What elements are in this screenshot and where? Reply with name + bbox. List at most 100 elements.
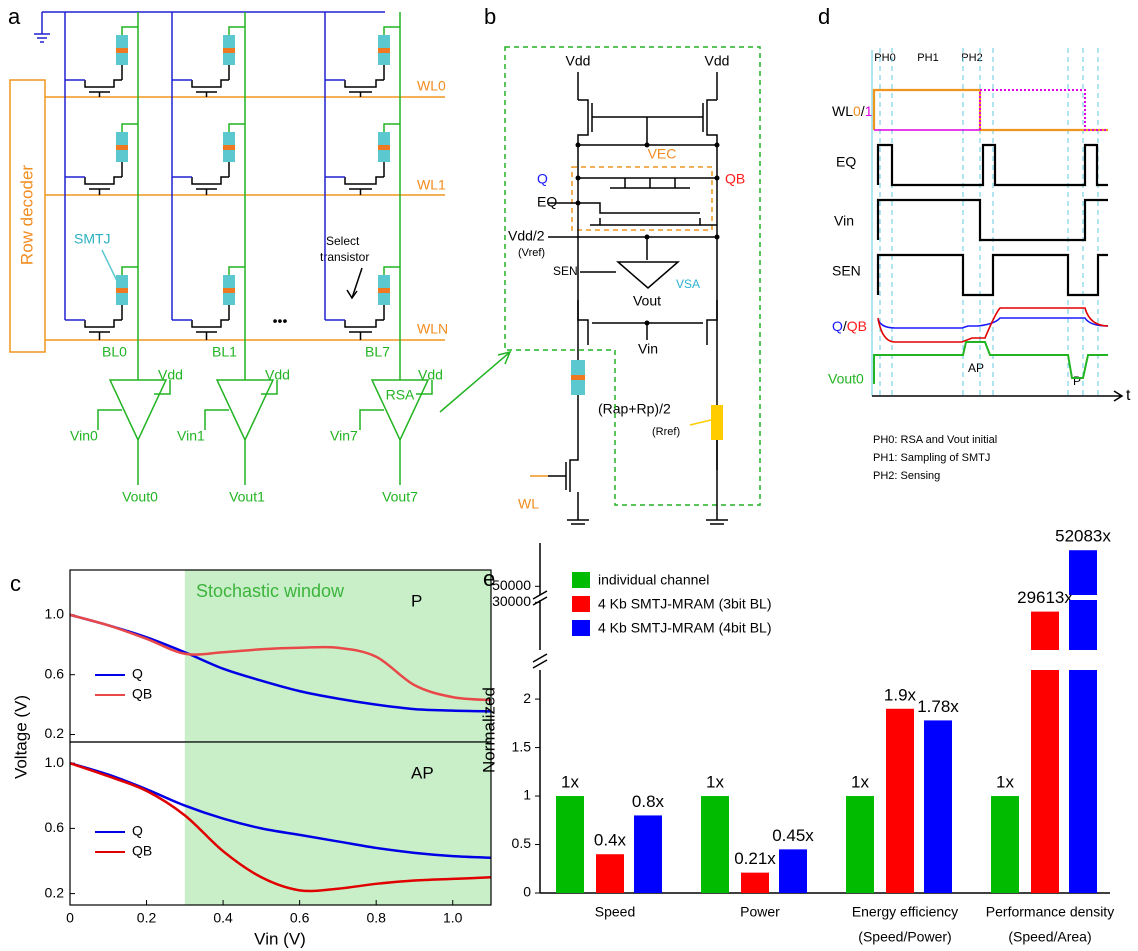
eq-line — [548, 202, 717, 226]
x-tick-label: 1.0 — [443, 910, 463, 926]
axis-break — [532, 653, 548, 669]
vsa — [615, 261, 681, 289]
y-tick-label: 2 — [523, 690, 531, 706]
transistor — [344, 65, 385, 88]
smtj-layer — [378, 145, 390, 150]
wl-label: WL1 — [417, 177, 446, 193]
time-label: t — [1126, 387, 1131, 404]
wire — [567, 345, 589, 525]
legend-label: 4 Kb SMTJ-MRAM (3bit BL) — [598, 596, 771, 612]
waveform — [877, 307, 1109, 343]
vin-label: Vin7 — [330, 428, 358, 444]
y-tick-label: 1 — [523, 787, 531, 803]
bar — [1069, 670, 1097, 893]
phase-label: PH2 — [961, 52, 982, 64]
x-tick-label: 0.4 — [213, 910, 233, 926]
wire — [121, 266, 138, 275]
node — [714, 175, 720, 181]
state-label: AP — [411, 763, 434, 782]
legend-label: Q — [132, 823, 143, 839]
arrow — [439, 350, 512, 413]
stochastic-window — [184, 742, 491, 905]
vin-label: Vin1 — [177, 428, 205, 444]
y-tick-label: 1.0 — [45, 606, 65, 622]
row-decoder-label: Row decoder — [17, 165, 36, 266]
wire — [121, 26, 138, 35]
sense-amp — [108, 379, 168, 442]
legend-label: QB — [132, 686, 152, 702]
value-label: 0.4x — [594, 831, 627, 850]
label-part: Q — [832, 318, 843, 334]
signal-label: Vin — [834, 213, 854, 229]
y-tick-label: 0.6 — [45, 665, 65, 681]
transistor — [84, 65, 123, 88]
gate — [196, 91, 217, 97]
legend-swatch — [572, 620, 590, 636]
select-label: Select — [326, 234, 360, 248]
smtj-layer — [116, 48, 128, 53]
smtj-layer — [378, 288, 390, 293]
y-tick-label: 1.5 — [512, 738, 532, 754]
waveform — [873, 341, 1108, 384]
legend-swatch — [572, 596, 590, 612]
wire — [228, 123, 245, 132]
vdd-label: Vdd — [566, 53, 591, 69]
plot-frame — [69, 741, 492, 906]
pointer — [689, 419, 712, 426]
value-label: 0.8x — [632, 792, 665, 811]
wire — [97, 409, 122, 430]
vdd-label: Vdd — [705, 53, 730, 69]
x-tick-note: (Speed/Area) — [1008, 929, 1091, 945]
bar — [1069, 600, 1097, 650]
panel-letter: b — [484, 4, 496, 29]
signal-label: Vout0 — [828, 371, 864, 387]
y-tick-label: 0.5 — [512, 835, 532, 851]
eq-label: EQ — [537, 194, 557, 210]
qb-label: QB — [725, 171, 745, 187]
legend-label: QB — [132, 843, 152, 859]
rref-label: (Rref) — [652, 426, 680, 438]
bl-label: BL0 — [102, 344, 127, 360]
value-label: 0.45x — [772, 826, 814, 845]
bar — [596, 854, 624, 893]
x-axis-label: Vin (V) — [254, 929, 306, 948]
vref-label: (Vref) — [518, 247, 545, 259]
bar — [1031, 670, 1059, 893]
bar — [1031, 611, 1059, 650]
waveform — [872, 88, 1108, 132]
y-axis-label: Voltage (V) — [11, 695, 30, 779]
bar — [741, 872, 769, 893]
wire — [383, 26, 400, 35]
q-label: Q — [537, 171, 548, 187]
bl-label: BL7 — [365, 344, 390, 360]
vout-label: Vout1 — [229, 489, 265, 505]
signal-label: SEN — [832, 263, 861, 279]
vec-box — [571, 166, 713, 231]
wire — [154, 380, 171, 395]
phase-label: PH1 — [917, 52, 938, 64]
sense-amp — [215, 379, 275, 442]
transistor — [191, 305, 230, 328]
vec-label: VEC — [648, 146, 677, 162]
panel-letter: e — [483, 566, 495, 591]
line — [69, 613, 492, 713]
wl-label: WLN — [417, 321, 448, 337]
wire — [548, 462, 567, 490]
value-label: 1.9x — [884, 685, 917, 704]
sen-label: SEN — [553, 264, 578, 278]
node — [644, 320, 650, 326]
waveform — [876, 143, 1108, 187]
wire — [228, 26, 245, 35]
bar — [634, 815, 662, 893]
y-tick-label: 50000 — [492, 577, 531, 593]
line — [69, 762, 492, 893]
smtj-layer — [571, 375, 585, 380]
note: PH2: Sensing — [873, 470, 940, 482]
bar — [846, 796, 874, 893]
pointer — [101, 249, 119, 284]
bl-label: BL1 — [212, 344, 237, 360]
node — [714, 142, 720, 148]
legend-label: Q — [132, 666, 143, 682]
wire — [228, 266, 245, 275]
